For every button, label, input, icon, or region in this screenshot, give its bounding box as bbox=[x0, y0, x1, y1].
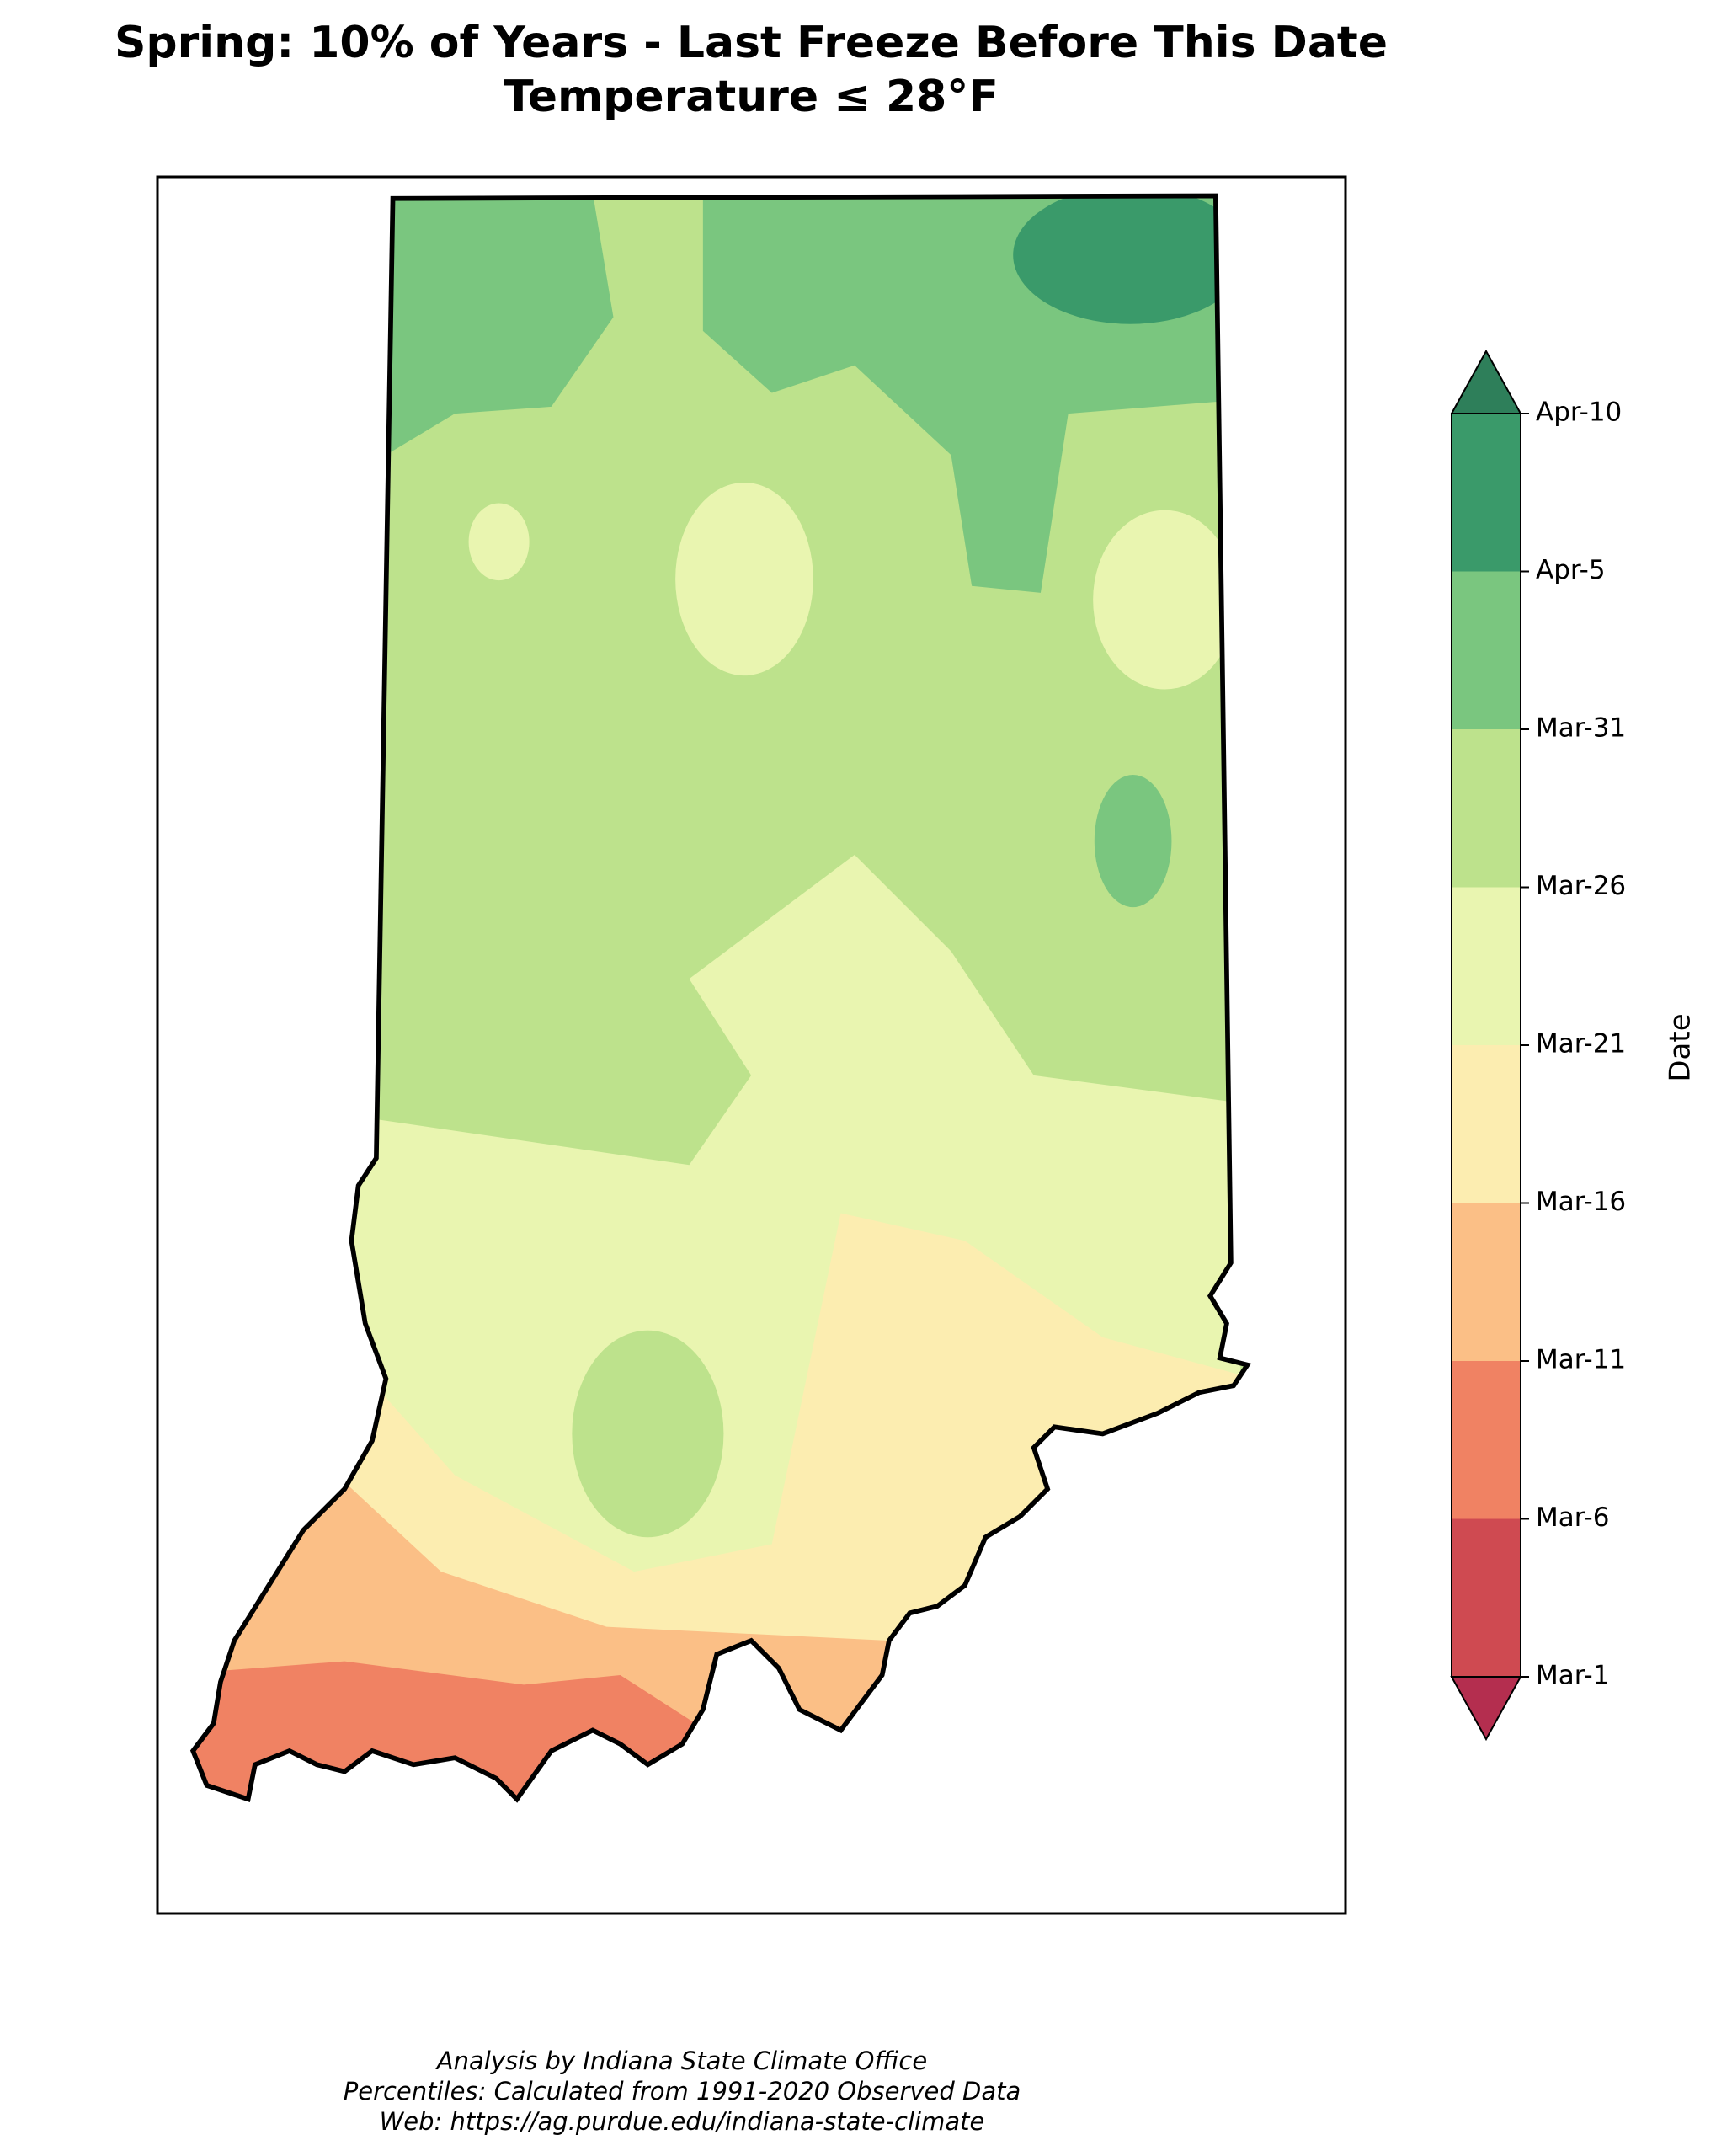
band bbox=[468, 503, 530, 581]
colorbar-label: Date bbox=[1664, 1013, 1697, 1081]
band bbox=[386, 195, 614, 456]
band bbox=[1094, 774, 1172, 908]
band bbox=[1093, 510, 1237, 690]
colorbar-segment bbox=[1452, 1045, 1521, 1203]
colorbar-segment bbox=[1452, 1203, 1521, 1362]
colorbar-tick-label: Apr-10 bbox=[1536, 398, 1622, 428]
colorbar-tick-label: Mar-21 bbox=[1536, 1029, 1626, 1059]
colorbar-segment bbox=[1452, 1518, 1521, 1678]
colorbar-tick-label: Mar-31 bbox=[1536, 713, 1626, 744]
colorbar-segment bbox=[1452, 1361, 1521, 1519]
colorbar: Apr-10 Apr-5 Mar-31 Mar-26 Mar-21 Mar-16 Mar-1… bbox=[1450, 349, 1626, 1742]
colorbar-tick-label: Mar-16 bbox=[1536, 1187, 1626, 1217]
band bbox=[1013, 195, 1248, 324]
map bbox=[138, 138, 1309, 1861]
title-line: Temperature ≤ 28°F bbox=[504, 72, 999, 122]
colorbar-extend bbox=[1450, 349, 1522, 414]
band bbox=[572, 1330, 724, 1538]
colorbar-tick-label: Mar-1 bbox=[1536, 1661, 1609, 1691]
colorbar-tick-label: Apr-5 bbox=[1536, 555, 1606, 585]
colorbar-segment bbox=[1452, 571, 1521, 730]
footer-line: Analysis by Indiana State Climate Office bbox=[435, 2047, 927, 2075]
colorbar-tick-label: Mar-26 bbox=[1536, 871, 1626, 901]
colorbar-segment bbox=[1452, 729, 1521, 888]
footer-line: Percentiles: Calculated from 1991-2020 O… bbox=[344, 2077, 1021, 2105]
colorbar-tick-label: Mar-6 bbox=[1536, 1502, 1609, 1533]
title-line: Spring: 10% of Years - Last Freeze Befor… bbox=[115, 18, 1388, 68]
map-frame bbox=[156, 175, 1347, 1915]
colorbar-tick-label: Mar-11 bbox=[1536, 1345, 1626, 1375]
colorbar-segment bbox=[1452, 887, 1521, 1046]
colorbar-extend bbox=[1450, 1676, 1522, 1742]
band bbox=[675, 482, 813, 676]
colorbar-segment bbox=[1452, 414, 1521, 572]
footer-line: Web: https://ag.purdue.edu/indiana-state… bbox=[380, 2107, 985, 2136]
